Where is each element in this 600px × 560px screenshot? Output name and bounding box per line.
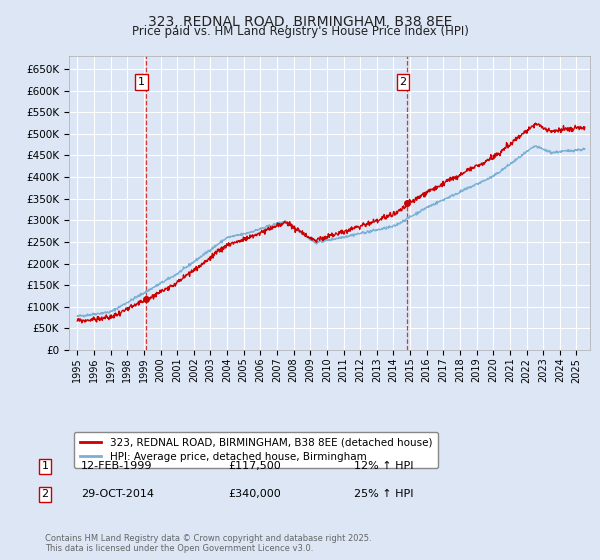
Text: 2: 2 [41, 489, 49, 500]
Text: 29-OCT-2014: 29-OCT-2014 [81, 489, 154, 500]
Text: £340,000: £340,000 [228, 489, 281, 500]
Text: 2: 2 [400, 77, 407, 87]
Text: 1: 1 [41, 461, 49, 472]
Text: 25% ↑ HPI: 25% ↑ HPI [354, 489, 413, 500]
Text: £117,500: £117,500 [228, 461, 281, 472]
Text: Contains HM Land Registry data © Crown copyright and database right 2025.
This d: Contains HM Land Registry data © Crown c… [45, 534, 371, 553]
Legend: 323, REDNAL ROAD, BIRMINGHAM, B38 8EE (detached house), HPI: Average price, deta: 323, REDNAL ROAD, BIRMINGHAM, B38 8EE (d… [74, 432, 439, 468]
Text: 12% ↑ HPI: 12% ↑ HPI [354, 461, 413, 472]
Text: Price paid vs. HM Land Registry's House Price Index (HPI): Price paid vs. HM Land Registry's House … [131, 25, 469, 38]
Text: 323, REDNAL ROAD, BIRMINGHAM, B38 8EE: 323, REDNAL ROAD, BIRMINGHAM, B38 8EE [148, 15, 452, 29]
Text: 1: 1 [138, 77, 145, 87]
Text: 12-FEB-1999: 12-FEB-1999 [81, 461, 152, 472]
